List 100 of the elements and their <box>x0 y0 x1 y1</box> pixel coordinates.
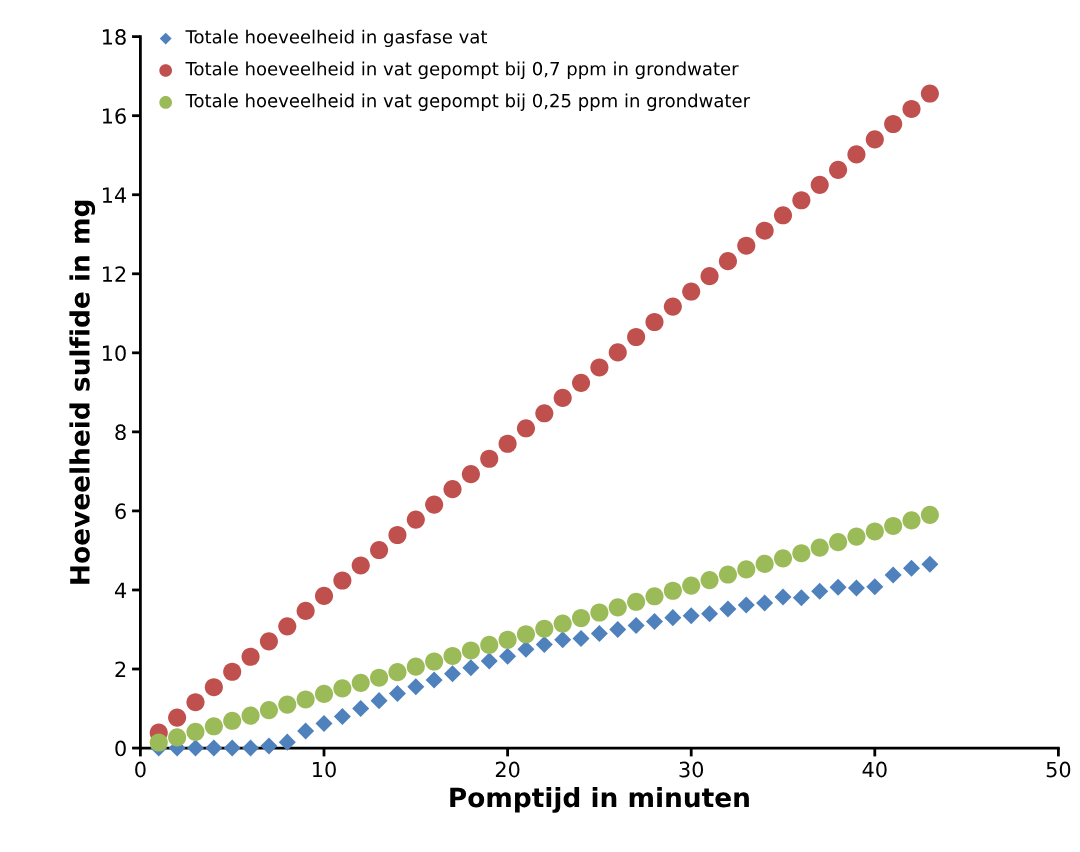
point <box>462 659 480 677</box>
point <box>388 685 406 703</box>
point <box>333 679 352 698</box>
point <box>645 613 663 631</box>
point <box>223 739 241 757</box>
point <box>498 434 517 453</box>
point <box>443 646 462 666</box>
point <box>792 191 811 210</box>
point <box>701 605 719 623</box>
point <box>352 700 370 718</box>
point <box>168 708 187 727</box>
point <box>204 678 223 697</box>
point <box>315 715 333 733</box>
point <box>205 739 223 757</box>
point <box>663 581 682 600</box>
point <box>241 647 260 666</box>
point <box>406 510 425 529</box>
point <box>682 607 700 625</box>
point <box>884 566 902 584</box>
point <box>370 668 389 687</box>
point <box>884 114 903 134</box>
point <box>829 533 848 552</box>
point <box>682 576 701 595</box>
point <box>755 554 774 573</box>
point <box>810 538 829 557</box>
point <box>149 733 168 752</box>
point <box>333 571 352 590</box>
y-tick-label: 18 <box>102 29 126 45</box>
y-tick-label: 10 <box>102 345 126 362</box>
point <box>663 297 682 316</box>
point <box>406 657 425 676</box>
point <box>186 739 204 757</box>
point <box>535 636 553 654</box>
point <box>755 221 774 240</box>
point <box>718 565 737 584</box>
x-axis-title: Pomptijd in minuten <box>450 786 749 813</box>
point <box>571 608 591 628</box>
point <box>829 578 847 596</box>
point <box>920 505 939 524</box>
point <box>351 556 370 575</box>
point <box>425 652 444 671</box>
point <box>608 343 627 362</box>
x-tick-label: 0 <box>135 761 146 778</box>
point <box>553 614 572 633</box>
point <box>920 84 939 103</box>
point <box>847 527 866 546</box>
point <box>168 728 187 747</box>
y-tick-label: 4 <box>114 582 127 598</box>
y-tick-label: 8 <box>115 424 126 441</box>
point <box>645 312 664 332</box>
point <box>792 544 811 563</box>
point <box>425 671 443 689</box>
point <box>388 525 407 545</box>
point <box>480 449 499 468</box>
point <box>278 695 297 714</box>
point <box>590 603 609 622</box>
point <box>333 707 351 725</box>
point <box>278 733 296 751</box>
point <box>314 586 334 605</box>
point <box>554 631 572 649</box>
point <box>370 692 388 710</box>
point <box>902 511 921 530</box>
point <box>829 160 848 179</box>
point <box>388 663 407 682</box>
x-tick-label: 40 <box>862 761 887 778</box>
point <box>242 739 260 757</box>
point <box>259 701 278 720</box>
point <box>866 578 884 596</box>
point <box>296 690 315 709</box>
point <box>278 617 297 636</box>
y-tick-label: 14 <box>102 187 127 203</box>
point <box>370 540 389 560</box>
point <box>186 693 205 712</box>
point <box>516 625 536 644</box>
point <box>737 236 756 255</box>
point <box>737 596 755 614</box>
point <box>921 555 939 573</box>
point <box>774 588 792 606</box>
point <box>756 594 774 612</box>
point <box>627 327 646 347</box>
point <box>443 480 462 499</box>
point <box>627 617 645 635</box>
point <box>609 620 627 638</box>
x-tick-label: 10 <box>313 761 336 778</box>
point <box>241 706 260 725</box>
point <box>664 609 682 627</box>
point <box>865 522 884 541</box>
point <box>865 130 884 149</box>
point <box>737 560 756 579</box>
legend-label: Totale hoeveelheid in vat gepompt bij 0,7 ppm in grondwater <box>185 61 739 80</box>
point <box>682 282 701 301</box>
point <box>810 175 829 194</box>
y-tick-label: 6 <box>115 503 126 520</box>
point <box>773 549 793 568</box>
point <box>499 647 517 665</box>
point <box>535 404 554 423</box>
legend-label: Totale hoeveelheid in gasfase vat <box>185 29 488 48</box>
point <box>700 571 719 590</box>
y-tick-label: 16 <box>102 108 126 124</box>
point <box>223 711 242 730</box>
